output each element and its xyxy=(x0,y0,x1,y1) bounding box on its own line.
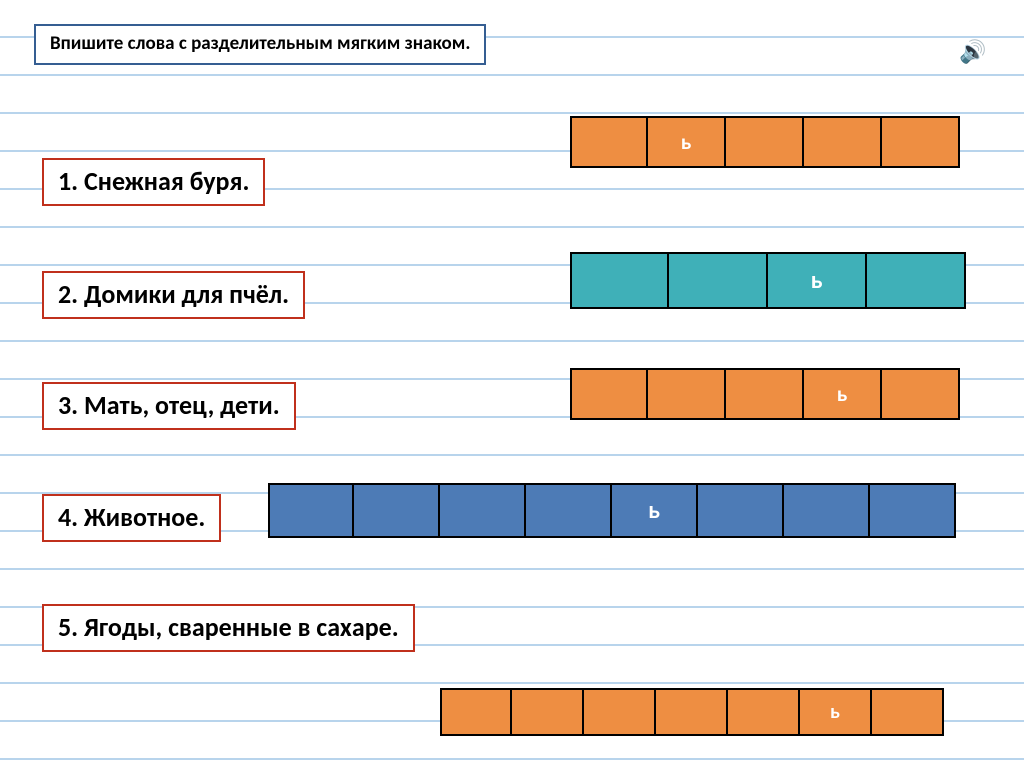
answer-cell[interactable] xyxy=(570,116,648,168)
instruction-box: Впишите слова с разделительным мягким зн… xyxy=(34,24,486,65)
answer-cell[interactable] xyxy=(570,368,648,420)
speaker-icon[interactable]: 🔊 xyxy=(960,38,986,64)
answer-cell[interactable] xyxy=(726,116,804,168)
answer-cell[interactable]: ь xyxy=(612,483,698,538)
clue-box-4: 4. Животное. xyxy=(42,494,221,542)
worksheet-content: Впишите слова с разделительным мягким зн… xyxy=(0,0,1024,767)
answer-cell[interactable]: ь xyxy=(648,116,726,168)
clue-box-5: 5. Ягоды, сваренные в сахаре. xyxy=(42,604,415,652)
answer-cell[interactable] xyxy=(872,688,944,736)
clue-box-2: 2. Домики для пчёл. xyxy=(42,271,305,319)
answer-cell[interactable] xyxy=(440,483,526,538)
soft-sign-letter: ь xyxy=(681,129,692,155)
answer-cell[interactable] xyxy=(882,368,960,420)
clue-text: 1. Снежная буря. xyxy=(58,165,249,197)
answer-cell[interactable] xyxy=(656,688,728,736)
answer-cell[interactable]: ь xyxy=(800,688,872,736)
clue-box-3: 3. Мать, отец, дети. xyxy=(42,382,296,430)
answer-cell[interactable] xyxy=(804,116,882,168)
answer-grid-5[interactable]: ь xyxy=(440,688,944,736)
answer-cell[interactable] xyxy=(354,483,440,538)
clue-text: 5. Ягоды, сваренные в сахаре. xyxy=(58,611,399,643)
answer-cell[interactable] xyxy=(669,252,768,309)
clue-text: 3. Мать, отец, дети. xyxy=(58,389,280,421)
soft-sign-letter: ь xyxy=(811,266,823,295)
answer-cell[interactable] xyxy=(526,483,612,538)
soft-sign-letter: ь xyxy=(837,381,848,407)
answer-cell[interactable] xyxy=(870,483,956,538)
clue-text: 4. Животное. xyxy=(58,501,205,533)
speaker-glyph: 🔊 xyxy=(959,38,986,65)
answer-cell[interactable] xyxy=(584,688,656,736)
answer-cell[interactable] xyxy=(882,116,960,168)
soft-sign-letter: ь xyxy=(648,496,660,525)
answer-cell[interactable]: ь xyxy=(804,368,882,420)
answer-cell[interactable]: ь xyxy=(768,252,867,309)
soft-sign-letter: ь xyxy=(830,700,840,724)
answer-cell[interactable] xyxy=(440,688,512,736)
answer-cell[interactable] xyxy=(268,483,354,538)
answer-grid-1[interactable]: ь xyxy=(570,116,960,168)
answer-cell[interactable] xyxy=(726,368,804,420)
answer-cell[interactable] xyxy=(698,483,784,538)
clue-box-1: 1. Снежная буря. xyxy=(42,158,265,206)
clue-text: 2. Домики для пчёл. xyxy=(58,278,289,310)
answer-cell[interactable] xyxy=(728,688,800,736)
answer-cell[interactable] xyxy=(867,252,966,309)
answer-grid-4[interactable]: ь xyxy=(268,483,956,538)
answer-grid-2[interactable]: ь xyxy=(570,252,966,309)
instruction-text: Впишите слова с разделительным мягким зн… xyxy=(50,32,470,55)
answer-cell[interactable] xyxy=(648,368,726,420)
answer-cell[interactable] xyxy=(570,252,669,309)
answer-cell[interactable] xyxy=(784,483,870,538)
answer-cell[interactable] xyxy=(512,688,584,736)
answer-grid-3[interactable]: ь xyxy=(570,368,960,420)
